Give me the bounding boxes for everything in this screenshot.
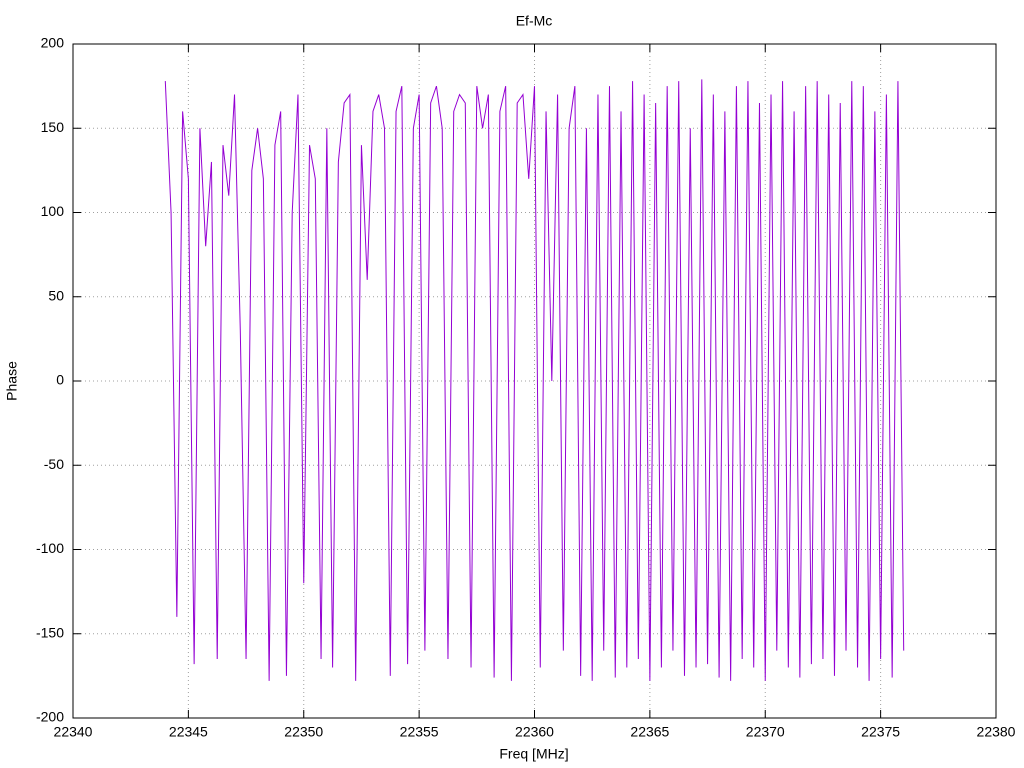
y-tick-label: 50 — [48, 287, 64, 303]
x-axis-label: Freq [MHz] — [499, 746, 568, 762]
y-tick-label: -200 — [36, 709, 64, 725]
x-tick-label: 22340 — [54, 724, 93, 740]
y-tick-label: 0 — [56, 372, 64, 388]
chart-title: Ef-Mc — [516, 13, 553, 29]
x-tick-label: 22370 — [746, 724, 785, 740]
y-tick-label: -50 — [44, 456, 64, 472]
x-tick-label: 22350 — [284, 724, 323, 740]
y-tick-label: 150 — [41, 119, 65, 135]
x-tick-label: 22380 — [977, 724, 1016, 740]
y-tick-label: 200 — [41, 35, 65, 51]
x-tick-label: 22375 — [861, 724, 900, 740]
x-tick-label: 22345 — [169, 724, 208, 740]
y-tick-label: -100 — [36, 540, 64, 556]
x-tick-label: 22360 — [515, 724, 554, 740]
y-tick-label: -150 — [36, 624, 64, 640]
y-axis-label: Phase — [4, 361, 20, 401]
plot-border — [72, 43, 997, 719]
x-tick-label: 22355 — [400, 724, 439, 740]
x-tick-label: 22365 — [630, 724, 669, 740]
data-line — [164, 79, 905, 681]
y-tick-label: 100 — [41, 203, 65, 219]
